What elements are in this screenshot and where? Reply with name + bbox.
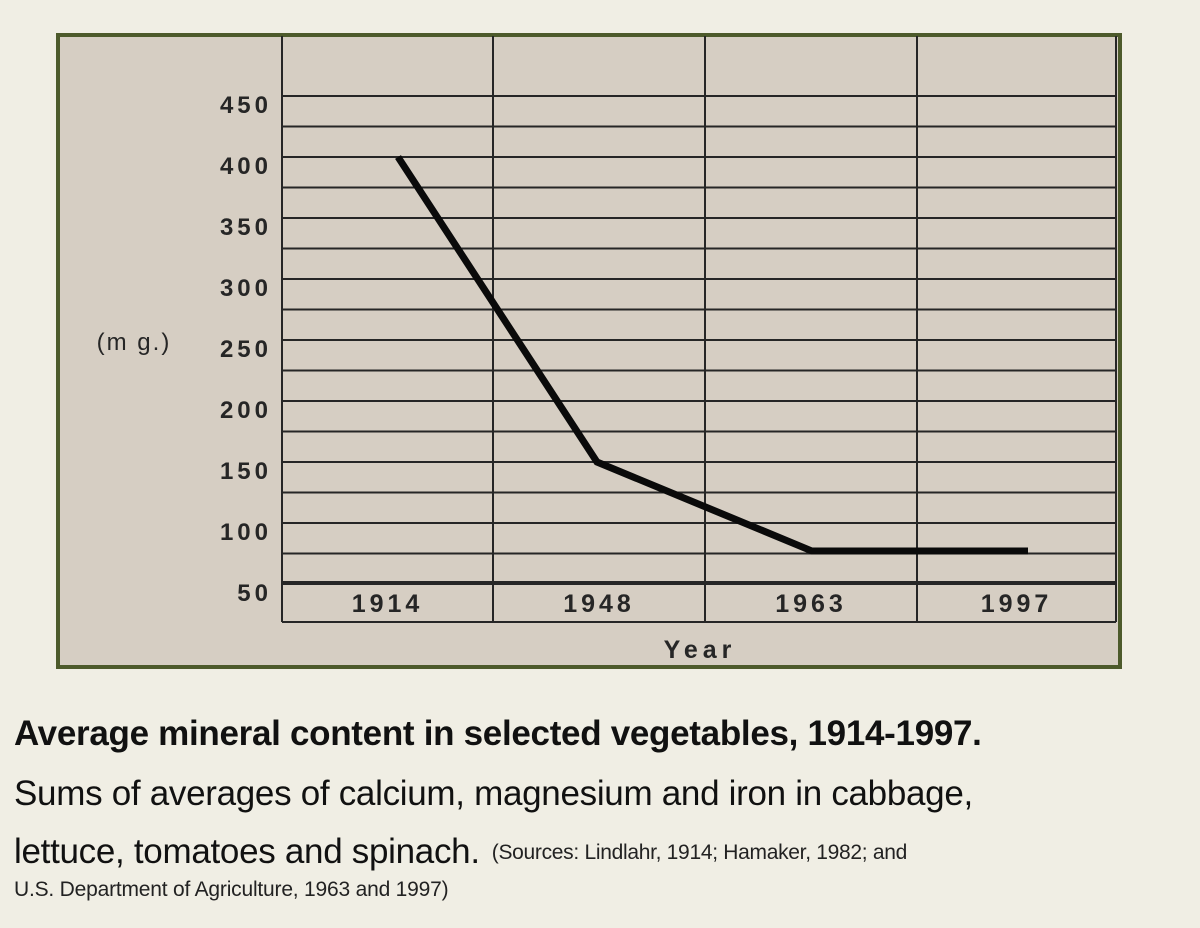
x-tick-label-1963: 1963 <box>775 590 847 618</box>
y-tick-label-400: 400 <box>220 153 272 180</box>
caption-sources-part-2: U.S. Department of Agriculture, 1963 and… <box>14 878 449 901</box>
y-tick-label-150: 150 <box>220 458 272 485</box>
y-tick-label-250: 250 <box>220 336 272 363</box>
series-line-0 <box>395 155 1028 555</box>
y-tick-label-200: 200 <box>220 397 272 424</box>
caption-description-line-2: lettuce, tomatoes and spinach. (Sources: … <box>14 832 1194 872</box>
caption-sources-part-1: (Sources: Lindlahr, 1914; Hamaker, 1982;… <box>491 841 908 864</box>
caption-title: Average mineral content in selected vege… <box>14 714 982 753</box>
y-tick-label-450: 450 <box>220 92 272 119</box>
caption-description-line-2-text: lettuce, tomatoes and spinach. <box>14 832 480 871</box>
x-tick-label-1914: 1914 <box>352 590 424 618</box>
y-tick-label-350: 350 <box>220 214 272 241</box>
y-tick-label-300: 300 <box>220 275 272 302</box>
x-axis-ticks: 1914 1948 1963 1997 <box>352 590 1053 618</box>
x-tick-label-1997: 1997 <box>981 590 1053 618</box>
series-layer <box>395 155 1029 555</box>
y-axis-ticks: 450 400 350 300 250 200 150 100 50 <box>220 92 272 607</box>
x-tick-label-1948: 1948 <box>563 590 635 618</box>
caption-description-line-1: Sums of averages of calcium, magnesium a… <box>14 774 973 813</box>
chart-frame <box>56 33 1122 669</box>
grid-lines <box>281 36 1117 623</box>
y-tick-label-100: 100 <box>220 519 272 546</box>
y-tick-label-50: 50 <box>237 580 272 607</box>
y-axis-label: (m g.) <box>97 329 172 356</box>
x-axis-label: Year <box>664 636 737 664</box>
